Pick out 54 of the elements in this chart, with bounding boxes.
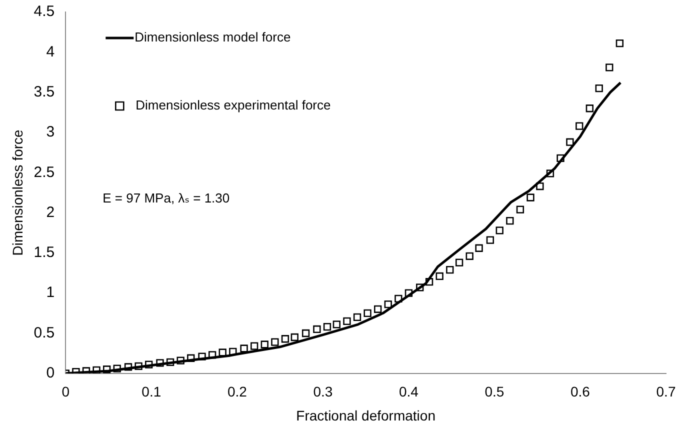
point [526, 194, 534, 202]
y-tick-label: 0 [46, 364, 55, 382]
y-tick-label: 2 [46, 204, 55, 221]
point [260, 340, 268, 348]
x-tick-label: 0.7 [656, 384, 676, 400]
point [240, 344, 248, 352]
legend-label: Dimensionless experimental force [136, 98, 331, 113]
point [446, 266, 454, 274]
y-tick-label: 3.5 [34, 83, 55, 100]
point [271, 338, 279, 346]
point [586, 104, 594, 112]
y-tick-label: 4.5 [34, 3, 55, 20]
point [616, 39, 624, 48]
y-tick-label: 4 [46, 43, 55, 60]
point [436, 272, 444, 280]
point [290, 333, 298, 342]
point [475, 244, 483, 252]
legend-label: Dimensionless model force [134, 30, 291, 45]
point [466, 252, 474, 260]
point [506, 216, 514, 225]
point [323, 322, 332, 331]
y-tick-label: 2.5 [34, 164, 55, 181]
x-tick-label: 0.4 [398, 384, 419, 400]
point [281, 335, 290, 343]
y-tick-label: 1 [46, 284, 55, 302]
point [302, 329, 310, 338]
point [486, 236, 494, 244]
point [455, 258, 464, 266]
y-tick-label: 3 [46, 124, 55, 141]
point [332, 320, 340, 328]
point [576, 122, 584, 130]
point [313, 325, 321, 334]
x-tick-label: 0 [62, 384, 70, 400]
point [374, 305, 382, 313]
point [250, 342, 258, 350]
x-axis-title: Fractional deformation [296, 407, 436, 424]
x-tick-label: 0.6 [570, 384, 590, 400]
point [353, 313, 362, 322]
x-tick-label: 0.3 [313, 384, 333, 400]
point [566, 138, 574, 146]
y-tick-label: 0.5 [34, 324, 55, 342]
y-axis-title: Dimensionless force [9, 129, 26, 256]
point [606, 64, 614, 72]
point [595, 84, 603, 92]
point [516, 206, 524, 214]
point [343, 317, 351, 326]
y-tick-label: 1.5 [34, 244, 55, 262]
point [384, 300, 392, 308]
x-tick-label: 0.2 [227, 384, 248, 400]
point [364, 309, 372, 317]
x-tick-label: 0.5 [484, 384, 504, 400]
annotation: E = 97 MPa, λₛ = 1.30 [102, 190, 230, 206]
x-tick-label: 0.1 [142, 384, 162, 400]
point [496, 226, 504, 234]
